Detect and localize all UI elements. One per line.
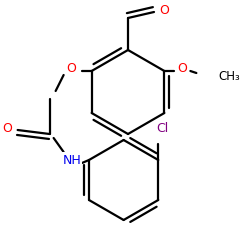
Text: O: O [67, 62, 76, 76]
Text: CH₃: CH₃ [218, 70, 240, 84]
Text: O: O [178, 62, 187, 76]
Text: O: O [3, 122, 13, 134]
Text: O: O [159, 4, 169, 18]
Text: NH: NH [62, 154, 81, 166]
Text: Cl: Cl [156, 122, 168, 134]
